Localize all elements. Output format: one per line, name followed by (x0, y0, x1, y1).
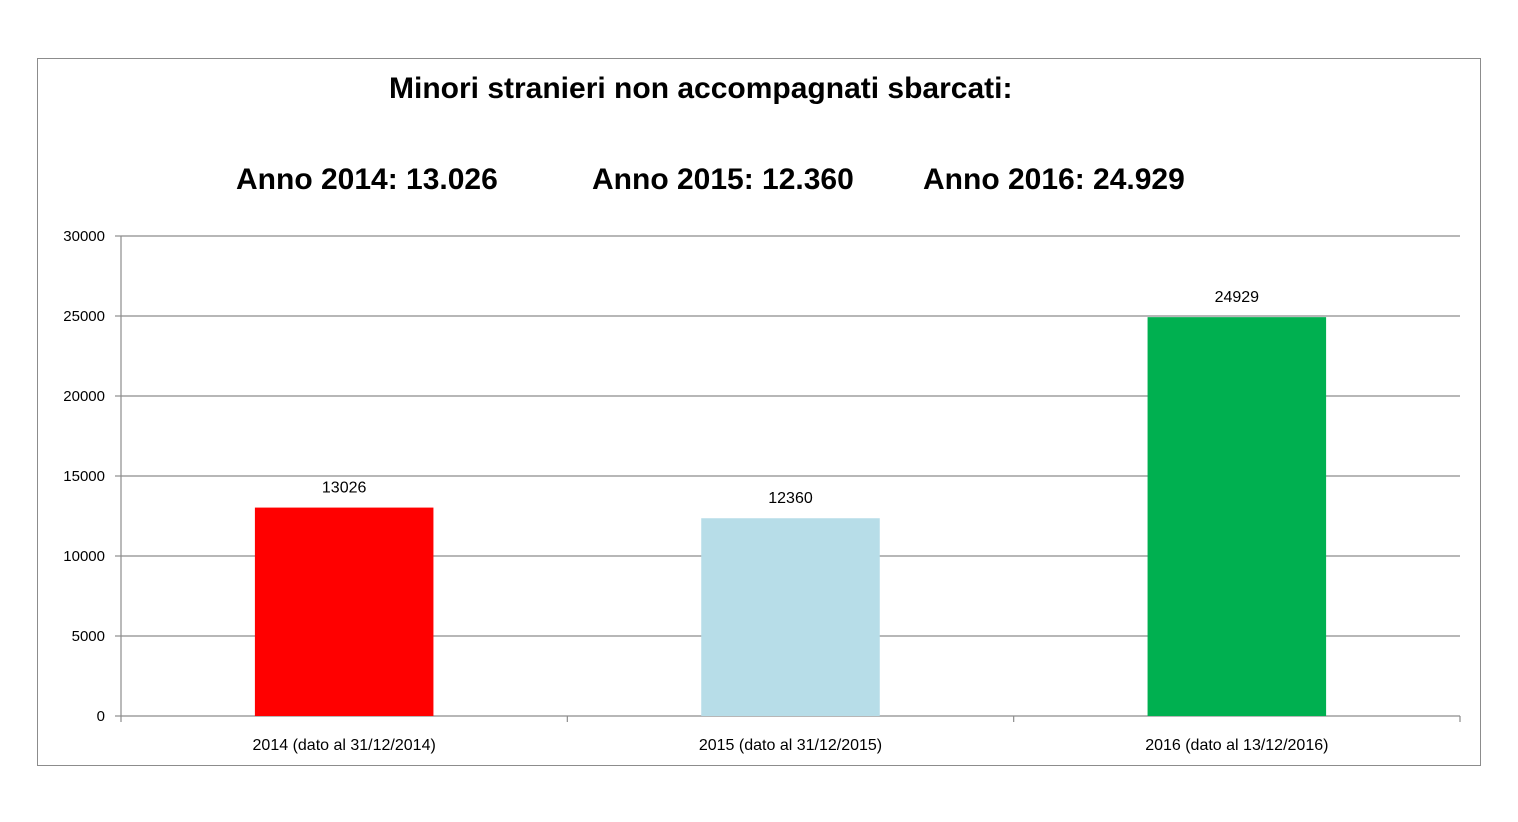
x-category-label-1: 2015 (dato al 31/12/2015) (699, 737, 882, 754)
y-tick-label-15000: 15000 (63, 468, 105, 485)
chart-subtitle-2016: Anno 2016: 24.929 (923, 163, 1185, 196)
bar-1 (701, 518, 880, 716)
data-label-1: 12360 (768, 490, 813, 507)
bar-0 (254, 507, 434, 716)
x-category-label-0: 2014 (dato al 31/12/2014) (253, 737, 436, 754)
labels: 0 5000 10000 15000 20000 25000 30000 13026 2014 … (63, 228, 1328, 754)
y-tick-label-25000: 25000 (63, 308, 105, 325)
data-label-0: 13026 (322, 480, 367, 497)
y-tick-label-5000: 5000 (72, 628, 105, 645)
x-category-label-2: 2016 (dato al 13/12/2016) (1145, 737, 1328, 754)
chart-title: Minori stranieri non accompagnati sbarca… (389, 72, 1013, 105)
y-tick-label-30000: 30000 (63, 228, 105, 245)
chart-subtitle-2014: Anno 2014: 13.026 (236, 163, 498, 196)
bar-2 (1147, 317, 1327, 716)
y-tick-label-0: 0 (97, 708, 105, 725)
y-tick-label-10000: 10000 (63, 548, 105, 565)
y-tick-label-20000: 20000 (63, 388, 105, 405)
bars (254, 317, 1327, 716)
data-label-2: 24929 (1215, 289, 1260, 306)
chart-subtitle-2015: Anno 2015: 12.360 (592, 163, 854, 196)
